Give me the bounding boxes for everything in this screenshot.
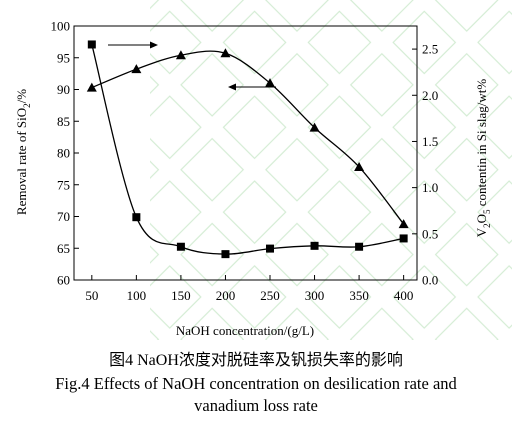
right-tick-label: 1.5 xyxy=(422,134,438,149)
figure-caption-chinese: 图4 NaOH浓度对脱硅率及钒损失率的影响 xyxy=(109,352,403,369)
x-tick-label: 350 xyxy=(349,288,369,303)
square-marker xyxy=(176,242,185,251)
arrow-left-annotation xyxy=(228,83,276,91)
x-tick-label: 250 xyxy=(260,288,280,303)
x-tick-label: 400 xyxy=(394,288,414,303)
left-axis-title: Removal rate of SiO2/% xyxy=(14,89,32,215)
square-marker xyxy=(87,40,96,49)
triangle-marker xyxy=(309,122,320,132)
x-axis-ticks: 50 100 150 200 250 300 350 400 xyxy=(85,275,413,303)
right-tick-label: 1.0 xyxy=(422,180,438,195)
square-marker xyxy=(221,250,230,259)
triangle-marker xyxy=(86,82,97,92)
right-tick-label: 0.0 xyxy=(422,273,438,288)
left-tick-label: 100 xyxy=(51,19,71,34)
triangle-marker xyxy=(131,64,142,74)
triangle-marker xyxy=(175,50,186,60)
square-marker xyxy=(310,241,319,250)
triangle-marker xyxy=(265,78,275,88)
series-v2o5-content xyxy=(87,40,408,259)
right-axis-ticks: 0.0 0.5 1.0 1.5 2.0 2.5 xyxy=(412,42,438,288)
square-marker xyxy=(399,234,408,243)
triangle-marker xyxy=(220,48,231,58)
x-tick-label: 100 xyxy=(127,288,147,303)
left-tick-label: 70 xyxy=(57,209,70,224)
left-tick-label: 65 xyxy=(57,241,70,256)
x-tick-label: 300 xyxy=(305,288,325,303)
triangle-marker xyxy=(354,161,365,171)
watermark xyxy=(150,0,512,340)
right-tick-label: 0.5 xyxy=(422,226,438,241)
left-tick-label: 90 xyxy=(57,82,70,97)
x-tick-label: 150 xyxy=(171,288,191,303)
left-tick-label: 80 xyxy=(57,146,70,161)
left-axis-ticks: 60 65 70 75 80 85 90 95 100 xyxy=(51,19,79,288)
right-axis-title: V2O5 contentin in Si slag/wt% xyxy=(474,79,492,238)
square-marker xyxy=(266,244,274,253)
arrow-right-annotation xyxy=(108,41,158,49)
square-marker xyxy=(355,242,364,251)
x-tick-label: 200 xyxy=(216,288,236,303)
left-tick-label: 75 xyxy=(57,177,70,192)
caption-english-line2: vanadium loss rate xyxy=(194,396,318,415)
square-marker xyxy=(132,213,141,222)
right-tick-label: 2.5 xyxy=(422,42,438,57)
x-tick-label: 50 xyxy=(85,288,98,303)
left-tick-label: 60 xyxy=(57,273,70,288)
left-tick-label: 95 xyxy=(57,50,70,65)
caption-english-line1: Fig.4 Effects of NaOH concentration on d… xyxy=(55,374,457,393)
triangle-marker xyxy=(398,219,409,229)
x-axis-title: NaOH concentration/(g/L) xyxy=(176,323,314,338)
figure-caption-english: Fig.4 Effects of NaOH concentration on d… xyxy=(0,373,512,417)
right-tick-label: 2.0 xyxy=(422,88,438,103)
left-tick-label: 85 xyxy=(57,114,70,129)
series-removal-rate xyxy=(86,48,409,229)
